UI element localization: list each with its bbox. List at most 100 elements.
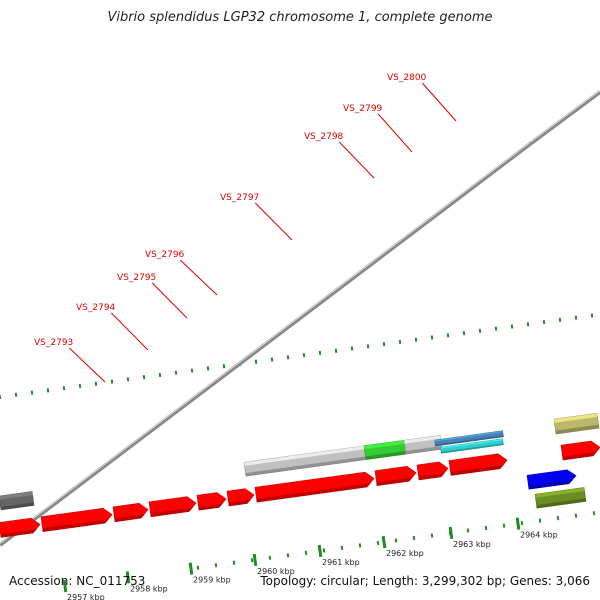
tick-dot [232, 560, 236, 565]
gene-block [196, 492, 227, 511]
tick-dot [174, 370, 178, 375]
gene-label: VS_2797 [220, 193, 259, 203]
feature-shine [148, 496, 192, 506]
feature-shine [40, 508, 108, 521]
tick-dot [430, 335, 434, 340]
feature-shine [553, 413, 598, 423]
gene-label: VS_2800 [387, 73, 427, 83]
feature-shine [364, 440, 405, 450]
kbp-label: 2964 kbp [520, 531, 558, 540]
feature-shade [0, 529, 37, 538]
leader-line [377, 113, 413, 153]
feature-shade [256, 483, 371, 503]
feature-shade [441, 443, 504, 454]
feature-shine [416, 461, 444, 469]
kbp-label: 2959 kbp [193, 576, 231, 585]
feature-shade [528, 479, 573, 490]
tick-dot [350, 346, 354, 351]
tick-dot [268, 555, 272, 560]
kbp-major-tick [381, 535, 387, 549]
gene-block [254, 471, 375, 503]
tick-dot [398, 339, 402, 345]
gene-block [434, 430, 504, 447]
tick-dot [494, 326, 498, 331]
feature-shade [365, 451, 406, 460]
leader-line [254, 202, 293, 241]
tick-dot [286, 553, 290, 558]
tick-dot [574, 315, 578, 320]
kbp-label: 2962 kbp [386, 549, 424, 558]
feature-shade [0, 502, 34, 510]
kbp-major-tick [448, 526, 454, 540]
kbp-label: 2958 kbp [130, 584, 168, 593]
backbone-line [0, 142, 532, 547]
backbone-highlight [0, 142, 531, 544]
gene-block [440, 438, 504, 454]
tick-dot [196, 565, 200, 570]
feature-shine [196, 492, 222, 500]
tick-dot [366, 344, 370, 349]
features [0, 412, 600, 538]
gene-block [226, 488, 255, 507]
feature-shade [376, 477, 413, 486]
tick-dot [302, 353, 306, 358]
kbp-major-tick [62, 579, 68, 593]
feature-shade [562, 451, 597, 461]
gene-block [416, 461, 449, 481]
feature-shine [112, 503, 144, 511]
feature-shine [448, 453, 503, 465]
gene-label: VS_2798 [304, 132, 344, 142]
leader-line [338, 141, 375, 179]
accession: Accession: NC_011753 [9, 574, 146, 588]
tick-dot [358, 543, 362, 548]
feature-shine [527, 469, 572, 479]
tick-dot [14, 392, 18, 397]
tick-dot [340, 545, 344, 551]
tick-dot [394, 538, 398, 543]
gene-block [40, 507, 113, 532]
tick-dot [376, 540, 380, 546]
tick-dot [556, 516, 560, 521]
leader-line [151, 282, 188, 319]
gene-label: VS_2794 [76, 303, 116, 313]
tick-dot [222, 364, 226, 369]
tick-dot [318, 350, 322, 356]
tick-dot [466, 528, 470, 533]
feature-shade [555, 424, 600, 434]
tick-dot [412, 535, 416, 541]
tick-dot [30, 390, 34, 395]
tick-dot [270, 357, 274, 362]
kbp-major-tick [188, 562, 194, 575]
kbp-ruler: 2957 kbp 2958 kbp 2959 kbp 2960 kbp 2961 kbp… [62, 517, 558, 600]
gene-block [553, 412, 600, 435]
gene-label: VS_2795 [117, 273, 156, 283]
tick-dot [142, 375, 146, 380]
tick-dot [542, 319, 546, 325]
kbp-label: 2957 kbp [67, 593, 105, 600]
tick-dot [478, 328, 482, 334]
feature-shade [198, 503, 223, 511]
feature-shine [440, 438, 503, 449]
gene-block [403, 434, 443, 455]
kbp-label: 2961 kbp [322, 558, 360, 567]
feature-shine [560, 441, 596, 449]
leader-line [179, 259, 218, 296]
feature-shine [0, 491, 33, 500]
gene-block [363, 439, 407, 461]
tick-dot [62, 386, 66, 391]
gene-label: VS_2796 [145, 250, 185, 260]
backbone-line [528, 90, 600, 146]
gene-block [534, 487, 587, 509]
gene-labels: VS_2793 VS_2794 VS_2795 VS_2796 VS_2797 VS_27… [34, 73, 457, 383]
tick-dot [484, 525, 488, 531]
tick-dot [510, 324, 514, 329]
genome-summary: Topology: circular; Length: 3,299,302 bp… [260, 574, 590, 588]
backbone [0, 90, 600, 547]
tick-dot [414, 337, 418, 342]
kbp-major-tick [515, 517, 521, 530]
tick-dot [502, 523, 506, 528]
tick-dot [592, 511, 596, 516]
feature-shade [228, 499, 252, 507]
feature-shade [42, 519, 109, 532]
tick-dot [110, 379, 114, 384]
